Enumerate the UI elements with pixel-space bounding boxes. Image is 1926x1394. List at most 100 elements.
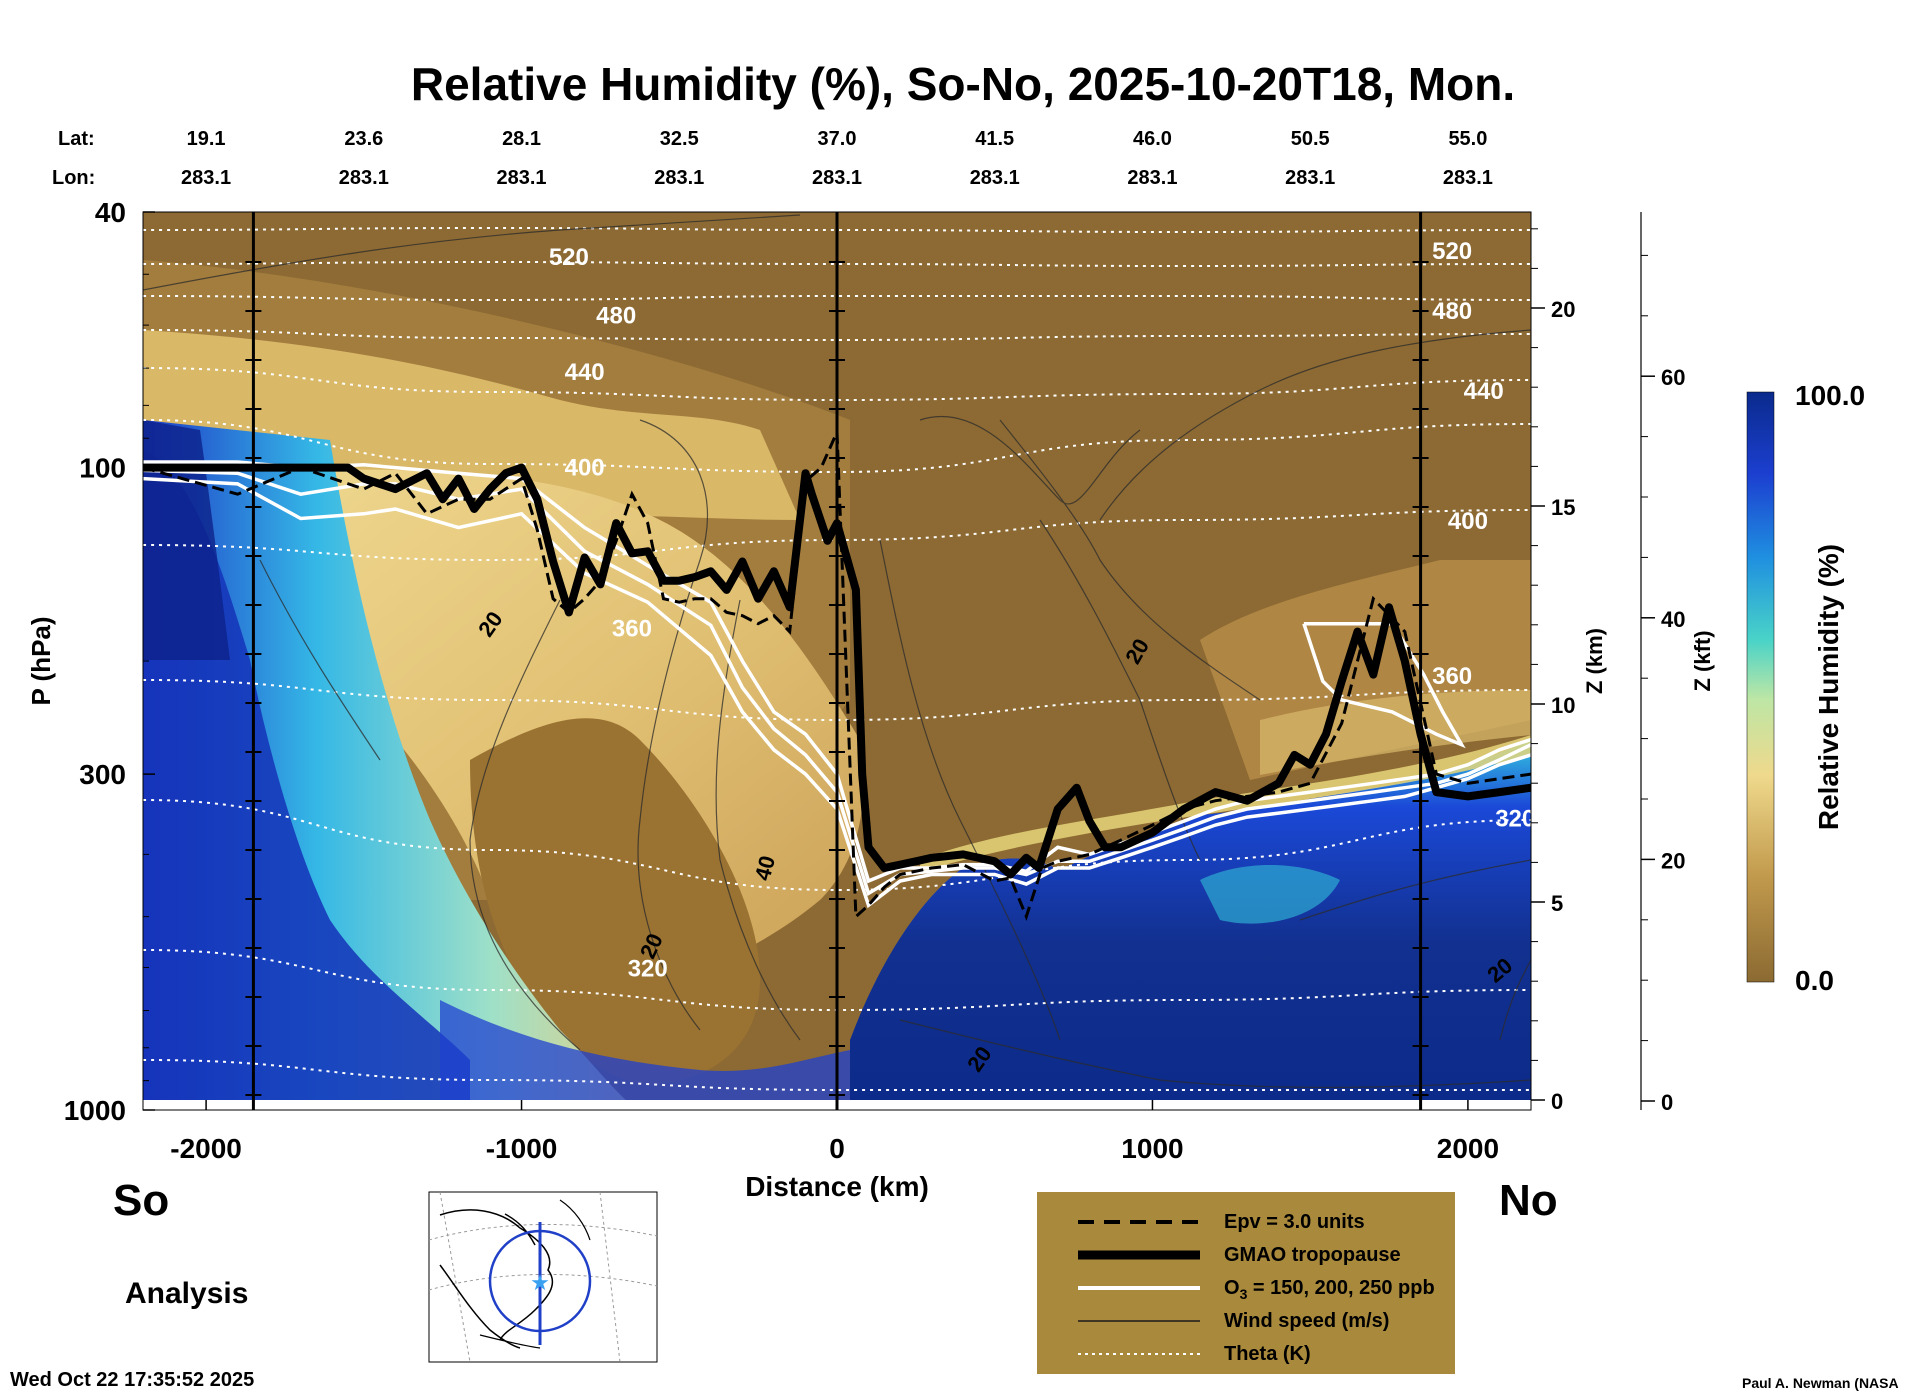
lat-value: 19.1	[187, 128, 226, 150]
legend-label-epv: Epv = 3.0 units	[1224, 1211, 1365, 1233]
rh-field-north-pale	[1260, 690, 1531, 775]
lat-value: 28.1	[502, 128, 541, 150]
wind-contour	[1299, 859, 1531, 921]
theta-label: 480	[1432, 298, 1472, 325]
lon-value: 283.1	[970, 167, 1020, 189]
locator-map: ★	[428, 1191, 658, 1363]
wind-contour	[469, 599, 581, 1051]
y-tick-label: 300	[79, 759, 126, 790]
theta-contour	[143, 1059, 1531, 1092]
lon-value: 283.1	[1285, 167, 1335, 189]
rh-field-south-lower	[440, 1000, 850, 1110]
theta-label: 320	[628, 955, 668, 982]
colorbar-ramp	[1746, 391, 1775, 983]
theta-labels: 520 480 440 400 360 320 520 480 440 400 360 320	[549, 238, 1535, 982]
z-km-tick-label: 0	[1551, 1089, 1563, 1114]
z-kft-tick-label: 40	[1661, 607, 1685, 632]
lat-value: 23.6	[344, 128, 383, 150]
legend: Epv = 3.0 units GMAO tropopause O3 = 150…	[1037, 1192, 1455, 1374]
credit: Paul A. Newman (NASA	[1742, 1375, 1899, 1391]
x-tick-label: -1000	[486, 1133, 558, 1164]
colorbar-max-label: 100.0	[1795, 380, 1865, 411]
x-tick-label: -2000	[170, 1133, 242, 1164]
rh-field-north-moist	[850, 740, 1531, 1110]
wind-contour	[259, 559, 381, 761]
lon-value: 283.1	[654, 167, 704, 189]
map-frame	[428, 1191, 658, 1363]
y-tick-label: 40	[95, 197, 126, 228]
series-gmao-tropopause	[143, 463, 1531, 879]
timestamp: Wed Oct 22 17:35:52 2025	[10, 1369, 254, 1391]
lon-value: 283.1	[181, 167, 231, 189]
map-graticule	[599, 1191, 621, 1363]
map-coastline	[479, 1199, 591, 1349]
north-label: No	[1499, 1176, 1558, 1225]
theta-label: 440	[1464, 378, 1504, 405]
map-graticule	[428, 1224, 658, 1241]
series-o3-150-ppb	[143, 460, 1531, 884]
lat-value: 50.5	[1291, 128, 1330, 150]
rh-field-north-yellowband	[920, 735, 1531, 872]
lat-value: 41.5	[975, 128, 1014, 150]
y-tick-label: 1000	[64, 1095, 126, 1126]
wind-contour	[1099, 329, 1531, 521]
map-coastline	[439, 1209, 554, 1349]
z-km-tick-label: 20	[1551, 297, 1575, 322]
wind-contour	[1499, 959, 1531, 1041]
lat-lon-header: 19.1 283.1 23.6 283.1 28.1 283.1 32.5 283.1 37.0…	[181, 128, 1493, 189]
lat-value: 46.0	[1133, 128, 1172, 150]
colorbar-min-label: 0.0	[1795, 965, 1834, 996]
x-tick-label: 2000	[1437, 1133, 1499, 1164]
lon-value: 283.1	[1127, 167, 1177, 189]
map-center-star-icon: ★	[530, 1270, 550, 1295]
wind-contour	[637, 419, 708, 1031]
map-graticule	[428, 1274, 658, 1291]
x-tick-label: 1000	[1121, 1133, 1183, 1164]
wind-contour	[919, 415, 1141, 505]
z-kft-tick-label: 20	[1661, 848, 1685, 873]
y-tick-label: 100	[79, 453, 126, 484]
legend-label-wind: Wind speed (m/s)	[1224, 1310, 1389, 1332]
series-o3-250-ppb	[143, 476, 1531, 909]
theta-label: 360	[1432, 663, 1472, 690]
lon-header-label: Lon:	[52, 167, 95, 189]
legend-label-theta: Theta (K)	[1224, 1343, 1311, 1365]
x-tick-label: 0	[829, 1133, 845, 1164]
lon-value: 283.1	[1443, 167, 1493, 189]
z-kft-tick-label: 60	[1661, 365, 1685, 390]
lat-value: 37.0	[818, 128, 857, 150]
z-km-axis-title: Z (km)	[1582, 628, 1607, 694]
z-km-tick-label: 5	[1551, 891, 1563, 916]
z-kft-axis-title: Z (kft)	[1690, 630, 1715, 691]
z-kft-tick-label: 0	[1661, 1090, 1673, 1115]
legend-label-ozone: O3 = 150, 200, 250 ppb	[1224, 1277, 1435, 1302]
theta-label: 480	[596, 303, 636, 330]
lat-value: 32.5	[660, 128, 699, 150]
lat-header-label: Lat:	[58, 128, 95, 150]
colorbar-title: Relative Humidity (%)	[1813, 544, 1844, 830]
lon-value: 283.1	[812, 167, 862, 189]
wind-contour	[899, 1019, 1531, 1089]
wind-speed-contours	[143, 214, 1531, 1089]
lon-value: 283.1	[497, 167, 547, 189]
chart-title: Relative Humidity (%), So-No, 2025-10-20…	[411, 58, 1515, 110]
location-lines	[245, 212, 1429, 1110]
rh-field-dry-intrusion	[470, 718, 760, 1085]
analysis-label: Analysis	[125, 1277, 248, 1310]
lat-value: 55.0	[1448, 128, 1487, 150]
z-km-tick-label: 10	[1551, 693, 1575, 718]
theta-label: 320	[1495, 806, 1535, 833]
theta-label: 360	[612, 615, 652, 642]
rh-field-north-teal-patch	[1200, 865, 1340, 924]
wind-contour	[143, 214, 801, 291]
series-o3-200-ppb	[143, 468, 1531, 897]
z-km-tick-label: 15	[1551, 495, 1575, 520]
theta-label: 520	[1432, 238, 1472, 265]
map-graticule	[439, 1191, 471, 1363]
theta-contour	[143, 367, 1531, 402]
rh-field-south-deep	[143, 450, 470, 1110]
theta-label: 520	[549, 244, 589, 271]
y-axis-title: P (hPa)	[26, 616, 56, 705]
